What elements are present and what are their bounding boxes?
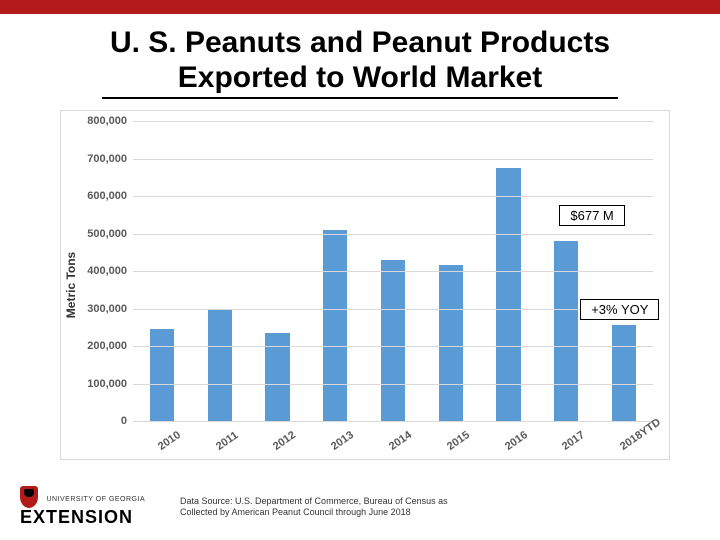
title-line-1: U. S. Peanuts and Peanut Products	[110, 26, 610, 59]
logo-university-text: UNIVERSITY OF GEORGIA	[46, 496, 145, 503]
grid-line	[133, 346, 653, 347]
y-tick-label: 0	[121, 415, 127, 427]
plot-area: 0100,000200,000300,000400,000500,000600,…	[133, 121, 653, 421]
y-tick-label: 800,000	[87, 115, 127, 127]
chart-container: Metric Tons 0100,000200,000300,000400,00…	[60, 110, 670, 460]
grid-line	[133, 384, 653, 385]
x-axis-labels: 201020112012201320142015201620172018YTD	[133, 425, 653, 455]
y-tick-label: 500,000	[87, 228, 127, 240]
bar	[323, 230, 347, 421]
grid-line	[133, 309, 653, 310]
y-tick-label: 700,000	[87, 153, 127, 165]
grid-line	[133, 121, 653, 122]
grid-line	[133, 234, 653, 235]
logo-extension-text: EXTENSION	[20, 508, 170, 526]
footer-line-2: Collected by American Peanut Council thr…	[180, 507, 411, 517]
grid-line	[133, 159, 653, 160]
x-tick-label: 2014	[387, 429, 414, 453]
bar	[381, 260, 405, 421]
bar	[612, 325, 636, 421]
x-tick-label: 2015	[445, 429, 472, 453]
grid-line	[133, 271, 653, 272]
bar	[439, 265, 463, 421]
data-source-footer: Data Source: U.S. Department of Commerce…	[180, 496, 448, 519]
y-tick-label: 400,000	[87, 265, 127, 277]
bar	[208, 309, 232, 422]
y-axis-title: Metric Tons	[64, 252, 78, 318]
y-tick-label: 600,000	[87, 190, 127, 202]
y-tick-label: 300,000	[87, 303, 127, 315]
grid-line	[133, 196, 653, 197]
slide: U. S. Peanuts and Peanut Products Export…	[0, 0, 720, 540]
x-tick-label: 2017	[560, 429, 587, 453]
annotation-yoy: +3% YOY	[580, 299, 659, 320]
x-tick-label: 2010	[156, 429, 183, 453]
title-line-2: Exported to World Market	[178, 61, 542, 94]
grid-line	[133, 421, 653, 422]
bar	[554, 241, 578, 421]
x-tick-label: 2011	[214, 429, 240, 453]
shield-icon	[20, 486, 38, 508]
top-accent-bar	[0, 0, 720, 14]
footer-line-1: Data Source: U.S. Department of Commerce…	[180, 496, 448, 506]
slide-title: U. S. Peanuts and Peanut Products Export…	[102, 26, 618, 99]
x-tick-label: 2016	[503, 429, 530, 453]
x-tick-label: 2013	[329, 429, 356, 453]
y-tick-label: 200,000	[87, 340, 127, 352]
annotation-value: $677 M	[559, 205, 624, 226]
bar	[150, 329, 174, 421]
title-block: U. S. Peanuts and Peanut Products Export…	[0, 26, 720, 99]
logo: UNIVERSITY OF GEORGIA EXTENSION	[20, 486, 170, 526]
y-tick-label: 100,000	[87, 378, 127, 390]
x-tick-label: 2012	[271, 429, 298, 453]
